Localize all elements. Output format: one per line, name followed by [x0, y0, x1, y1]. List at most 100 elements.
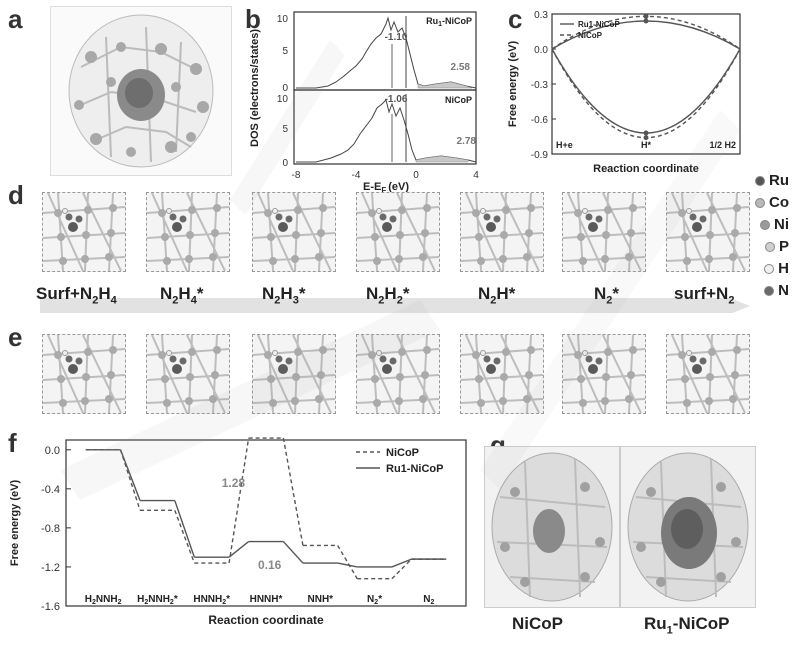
panel-f-xlabel: Reaction coordinate: [208, 613, 324, 627]
panel-c-trough-point-1: [643, 135, 649, 141]
panel-c-peak-point-0: [643, 18, 649, 24]
panel-f-xtick-label: H2NNH2: [85, 594, 122, 606]
panel-g-right-structure: [620, 446, 756, 608]
panel-b-xtick-1: -4: [352, 170, 361, 181]
panel-f-annotation-barrier-ru: 0.16: [258, 558, 282, 572]
panel-b-bottom-right: 2.78: [457, 136, 477, 147]
panel-c-ytick-label: -0.3: [531, 80, 549, 91]
panel-f-ytick-label: -0.4: [41, 484, 60, 496]
panel-b-ytick-bot-5: 5: [282, 124, 288, 135]
panel-c-chart: 0.3 0.0 -0.3 -0.6 -0.9 H+e H* 1/2 H2 Reaction co…: [500, 4, 780, 192]
panel-b-bottom-name: NiCoP: [445, 95, 472, 105]
panel-f-connector-1-0: [119, 449, 141, 501]
panel-d-legend-item-ni: Ni: [760, 216, 789, 233]
panel-c-letter: c: [508, 4, 523, 34]
panel-b-ytick-bot-0: 0: [282, 158, 288, 169]
panel-c-xtick-start: H+e: [556, 140, 573, 150]
panel-c-legend-label-1: NiCoP: [578, 31, 603, 40]
panel-d-thumbnail-4: [460, 192, 544, 272]
panel-d-legend-item-ru: Ru: [755, 172, 789, 189]
panel-f-connector-1-3: [282, 541, 304, 564]
panel-b-xtick-0: -8: [292, 170, 301, 181]
panel-c-legend-label-0: Ru1-NiCoP: [578, 20, 620, 29]
panel-d-thumbnail-2: [252, 192, 336, 272]
panel-d-strip: [40, 188, 750, 314]
panel-c-ytick-label: 0.0: [534, 45, 548, 56]
panel-b-letter: b: [245, 4, 261, 34]
panel-d-step-label-6: surf+N2: [674, 284, 735, 307]
panel-d-step-label-1: N2H4*: [160, 284, 204, 307]
panel-d-thumbnail-0: [42, 192, 126, 272]
panel-e-letter: e: [8, 322, 23, 352]
panel-f-ytick-label: -1.2: [41, 562, 60, 574]
panel-d-legend-item-p: P: [764, 238, 789, 255]
legend-dot-icon: [755, 198, 765, 209]
panel-d-step-label-5: N2*: [594, 284, 620, 307]
panel-f-connector-0-5: [391, 558, 412, 580]
panel-f-xtick-label: HNNH2*: [193, 594, 230, 606]
panel-f-connector-0-1: [174, 510, 195, 564]
legend-dot-icon: [764, 242, 775, 253]
panel-f-connector-0-2: [228, 437, 250, 564]
panel-d-legend-item-h: H: [764, 260, 789, 277]
legend-dot-icon: [755, 176, 765, 187]
panel-b-ylabel: DOS (electrons/states): [249, 29, 261, 147]
panel-f-connector-1-1: [174, 500, 196, 558]
panel-b-ytick-top-0: 0: [282, 83, 288, 94]
panel-e-thumbnail-1: [146, 334, 230, 414]
panel-g-left-caption: NiCoP: [512, 614, 563, 633]
panel-d-step-label-0: Surf+N2H4: [36, 284, 117, 307]
panel-b-xlabel: E-EF (eV): [363, 181, 409, 192]
panel-c-peak-point-1: [643, 13, 649, 19]
panel-d-step-label-2: N2H3*: [262, 284, 306, 307]
panel-d-thumbnail-1: [146, 192, 230, 272]
panel-b-ytick-top-10: 10: [277, 14, 289, 25]
panel-c-ytick-label: -0.9: [531, 150, 549, 161]
panel-f-connector-0-3: [282, 437, 304, 546]
panel-c-ytick-label: -0.6: [531, 115, 549, 126]
panel-f-connector-1-5: [391, 558, 412, 568]
panel-b-xtick-2: 0: [413, 170, 419, 181]
panel-c-lower-curve-1: [551, 48, 741, 139]
panel-b-top-name: Ru1-NiCoP: [426, 16, 472, 28]
panel-d-step-label-3: N2H2*: [366, 284, 410, 307]
panel-e-thumbnail-0: [42, 334, 126, 414]
panel-f-ytick-label: -1.6: [41, 601, 60, 613]
panel-f-chart: 0.0 -0.4 -0.8 -1.2 -1.6 H2NNH2 H2NNH2* HNNH2* HN…: [0, 430, 480, 642]
panel-b-top-right: 2.58: [451, 62, 471, 73]
panel-b-bottom-center: -1.06: [385, 94, 408, 105]
panel-d-step-label-4: N2H*: [478, 284, 516, 307]
panel-f-ytick-label: -0.8: [41, 523, 60, 535]
panel-d-thumbnail-6: [666, 192, 750, 272]
panel-f-connector-1-4: [337, 562, 358, 568]
panel-c-lower-curve-0: [551, 48, 741, 134]
panel-f-xtick-label: N2: [423, 594, 434, 606]
panel-e-thumbnail-6: [666, 334, 750, 414]
panel-c-ytick-label: 0.3: [534, 10, 548, 21]
panel-b-ytick-top-5: 5: [282, 46, 288, 57]
panel-c-xlabel: Reaction coordinate: [593, 163, 699, 175]
panel-d-letter: d: [8, 180, 24, 210]
panel-f-xtick-label: N2*: [367, 594, 382, 606]
legend-dot-icon: [760, 220, 770, 231]
panel-e-thumbnail-2: [252, 334, 336, 414]
panel-c-xtick-end: 1/2 H2: [709, 140, 736, 150]
panel-b-ytick-bot-10: 10: [277, 94, 289, 105]
panel-b-dos: 0 5 10 0 5 10 -8 -4 0 4 E-EF (eV) DOS (el…: [236, 4, 496, 195]
panel-f-xtick-label: HNNH*: [250, 594, 283, 605]
panel-a-structure: [50, 6, 232, 176]
panel-d-legend-item-n: N: [764, 282, 789, 299]
panel-f-annotation-barrier-nicop: 1.28: [222, 476, 246, 490]
panel-c-xtick-mid: H*: [641, 140, 651, 150]
panel-f-connector-1-2: [228, 541, 250, 558]
panel-e-thumbnail-5: [562, 334, 646, 414]
panel-f-xtick-label: H2NNH2*: [137, 594, 178, 606]
panel-a-letter: a: [8, 4, 23, 34]
panel-c-ylabel: Free energy (eV): [507, 41, 519, 128]
panel-f-legend-label-1: Ru1-NiCoP: [386, 463, 443, 475]
panel-b-top-center: -1.10: [385, 32, 408, 43]
panel-f-ytick-label: 0.0: [45, 445, 60, 457]
panel-f-xtick-label: NNH*: [308, 594, 334, 605]
panel-b-xtick-3: 4: [473, 170, 479, 181]
panel-f-ylabel: Free energy (eV): [9, 480, 21, 567]
